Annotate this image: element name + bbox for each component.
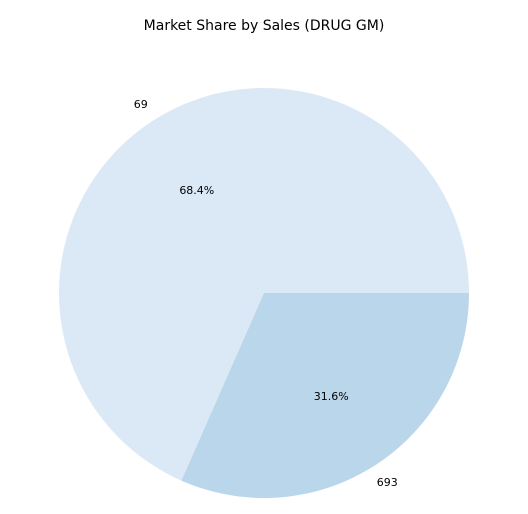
slice-label-1: 693 bbox=[377, 476, 398, 489]
slice-label-0: 69 bbox=[134, 98, 148, 111]
slice-pct-label-1: 31.6% bbox=[314, 390, 349, 403]
pie-slice-0 bbox=[58, 88, 469, 481]
pie-slice-1 bbox=[181, 293, 469, 498]
chart-title: Market Share by Sales (DRUG GM) bbox=[144, 18, 385, 34]
slice-pct-label-0: 68.4% bbox=[179, 184, 214, 197]
